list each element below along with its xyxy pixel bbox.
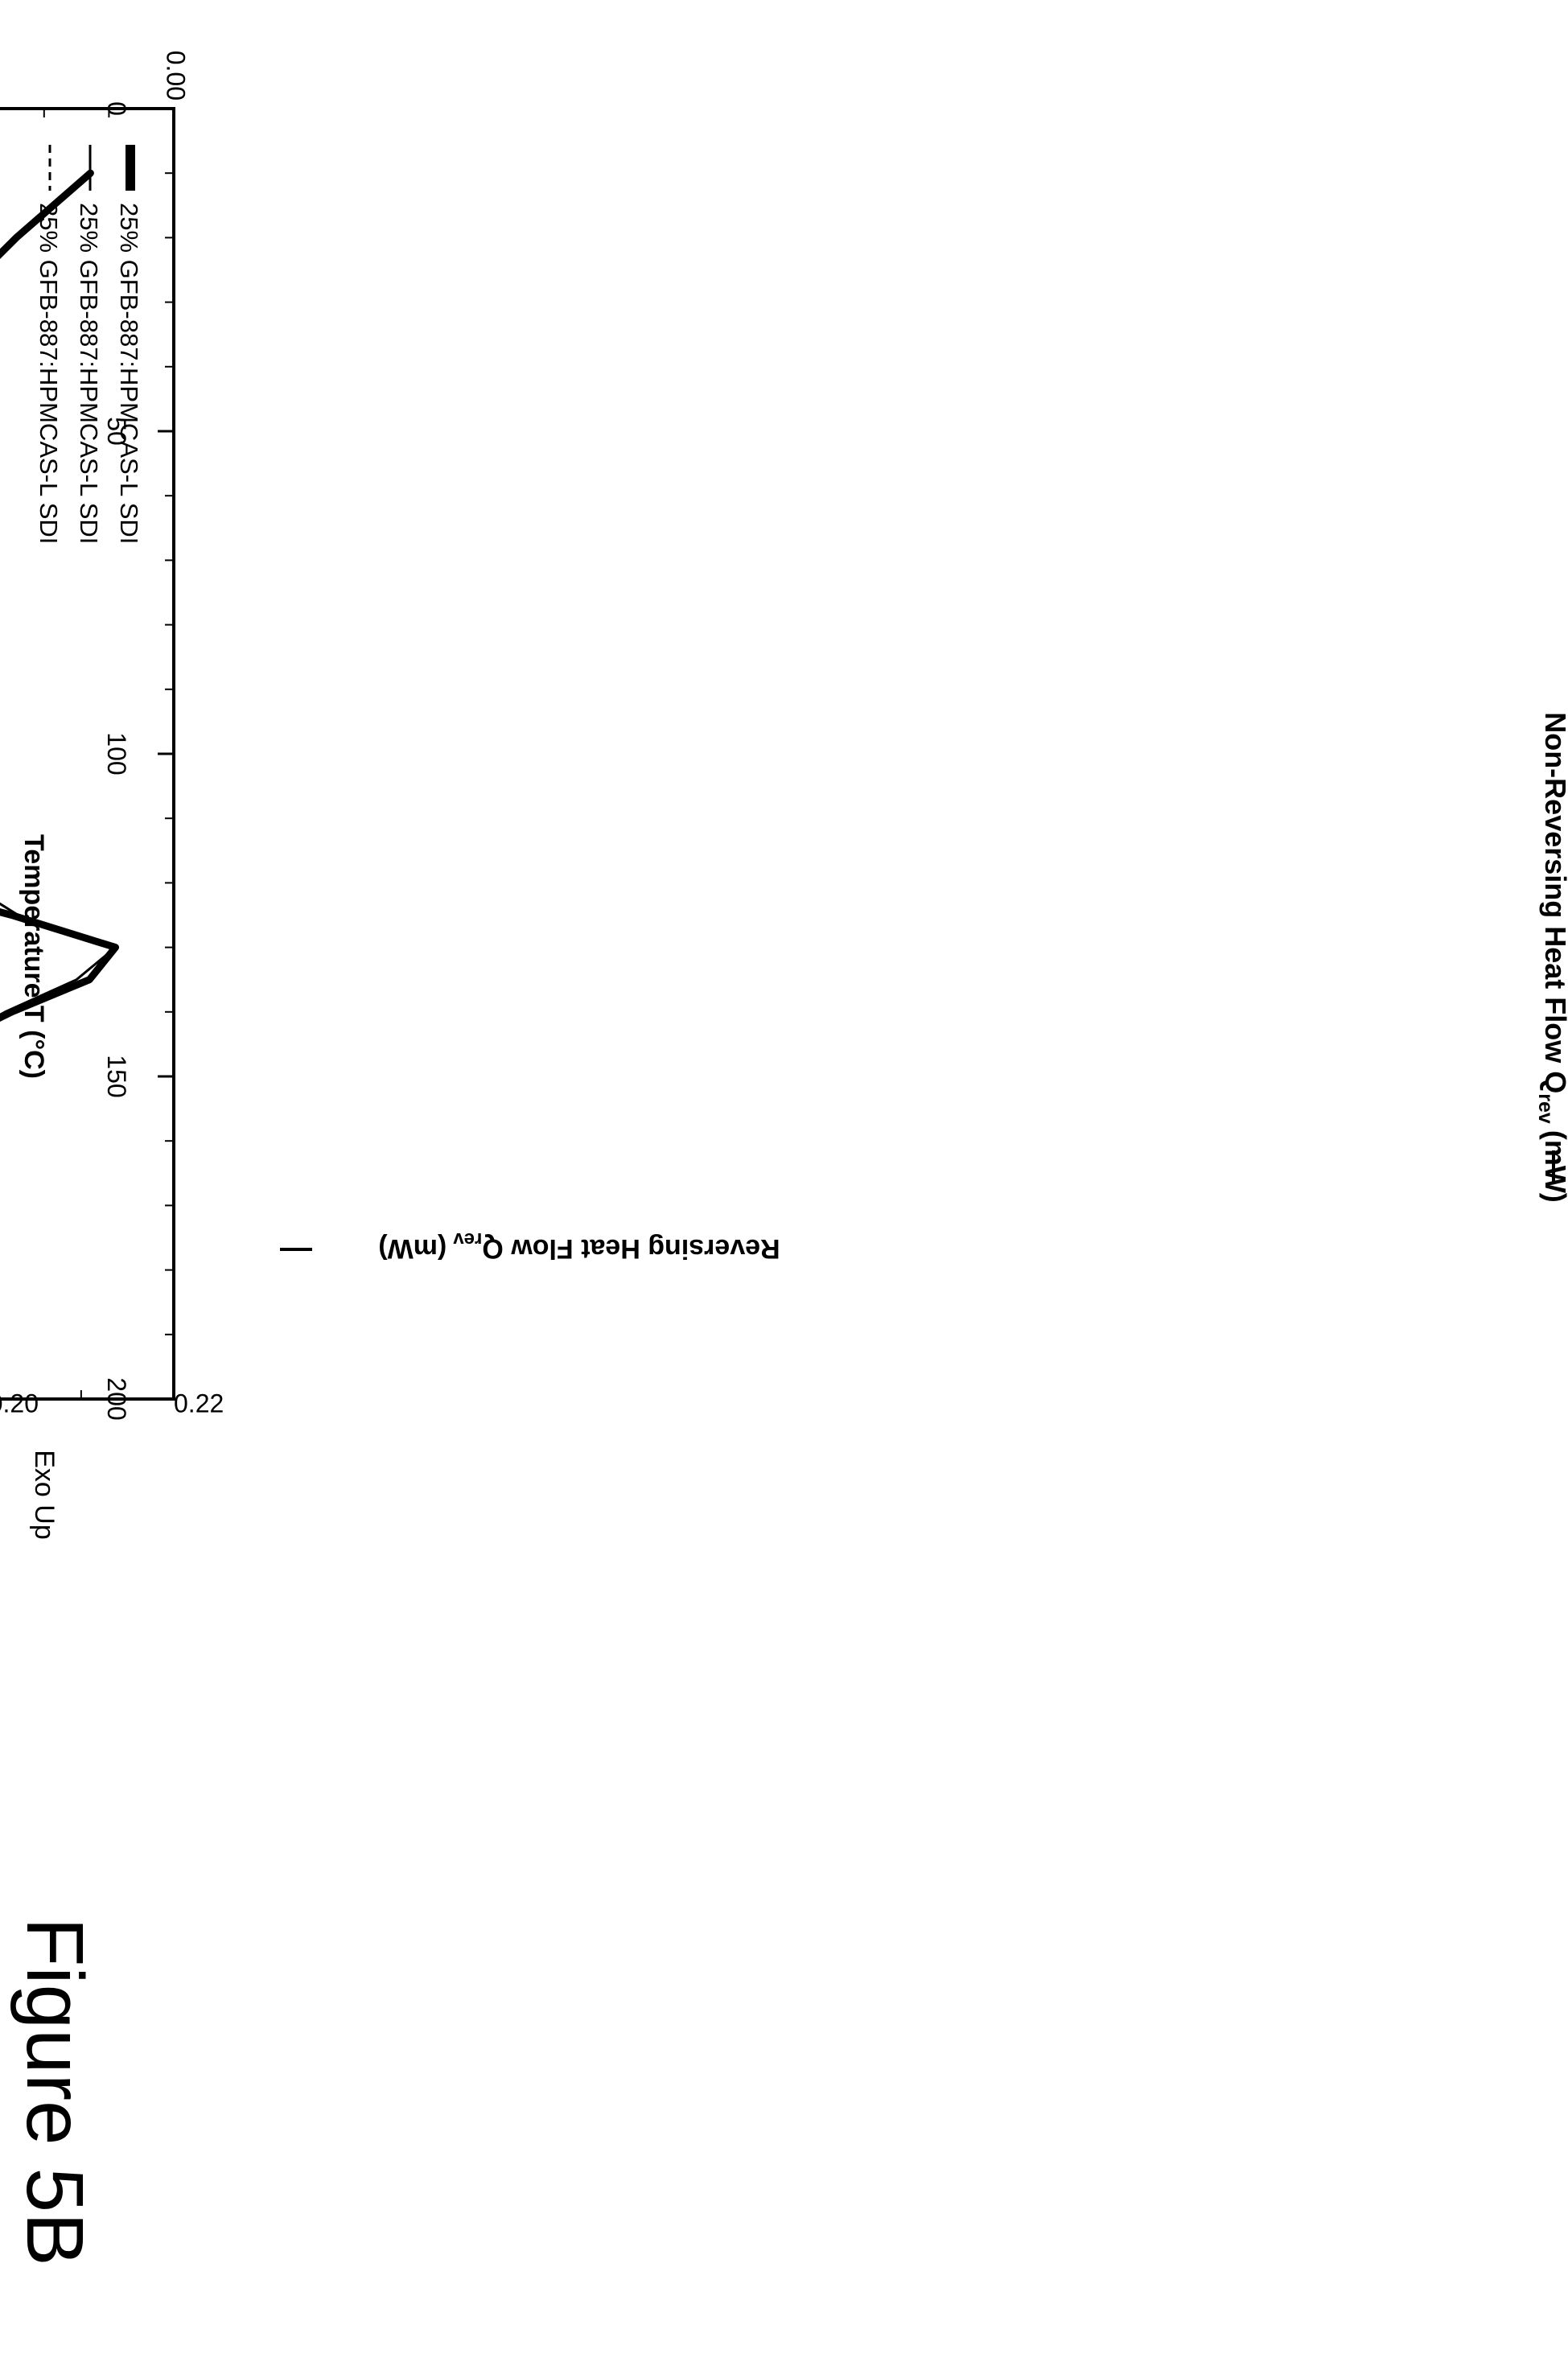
- axis-ticks: 0501001502000.00-0.05-0.10-0.15-0.200.22…: [0, 51, 224, 1421]
- x-axis-label-text: Temperature T (°C): [19, 834, 49, 1079]
- x-tick-label: 150: [102, 1055, 131, 1097]
- left-axis-label: Reversing Heat Flow Qrev (mW): [280, 1228, 780, 1264]
- x-tick-label: 200: [102, 1377, 131, 1420]
- legend-label-3: 25% GFB-887:HPMCAS-L SDI: [35, 203, 63, 544]
- y-left-tick-label: 0.00: [162, 51, 191, 101]
- legend-entry-1: 25% GFB-887:HPMCAS-L SDI: [115, 145, 143, 544]
- exo-up-label: Exo Up: [29, 1450, 60, 1540]
- left-axis-label-unit: (mW): [378, 1233, 447, 1264]
- x-tick-label: 0: [102, 101, 131, 116]
- left-axis-label-sub: rev: [453, 1228, 483, 1250]
- figure-label: Figure 5B: [10, 1917, 100, 2266]
- x-axis-label: Temperature T (°C): [19, 834, 49, 1079]
- y-right-tick-label: 0.20: [0, 1389, 39, 1418]
- x-tick-label: 100: [102, 732, 131, 775]
- right-axis-label: Non-Reversing Heat Flow Qrev(mW): [1534, 712, 1568, 1203]
- legend: 25% GFB-887:HPMCAS-L SDI 25% GFB-887:HPM…: [35, 145, 143, 544]
- left-axis-label-text: Reversing Heat Flow Qrev (mW): [378, 1228, 780, 1264]
- legend-entry-2: 25% GFB-887:HPMCAS-L SDI: [75, 145, 103, 544]
- x-tick-label: 50: [102, 417, 131, 446]
- legend-label-2: 25% GFB-887:HPMCAS-L SDI: [75, 203, 103, 544]
- right-axis-label-main: Non-Reversing Heat Flow Q: [1539, 712, 1568, 1093]
- right-axis-label-sub: rev: [1534, 1093, 1557, 1124]
- legend-entry-3: 25% GFB-887:HPMCAS-L SDI: [35, 145, 63, 544]
- y-right-tick-label: 0.22: [174, 1389, 224, 1418]
- left-axis-label-main: Reversing Heat Flow Q: [482, 1233, 780, 1264]
- legend-label-1: 25% GFB-887:HPMCAS-L SDI: [115, 203, 143, 544]
